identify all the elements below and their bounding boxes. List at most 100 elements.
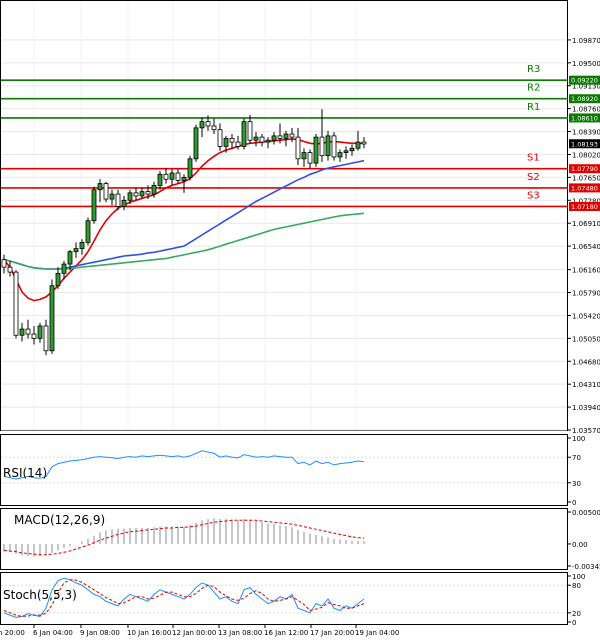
level-name-r1: R1 xyxy=(527,102,540,113)
candle-bull xyxy=(349,147,355,152)
time-label: 9 Jan 08:00 xyxy=(80,629,120,637)
level-name-r3: R3 xyxy=(527,64,540,75)
time-axis: n 20:00 6 Jan 04:00 9 Jan 08:00 10 Jan 16:0… xyxy=(0,625,399,637)
price-tick-label: 1.05050 xyxy=(572,335,600,343)
time-label: 13 Jan 08:00 xyxy=(218,629,262,637)
candle-bear xyxy=(43,325,49,352)
candle-bull xyxy=(265,139,271,143)
candle-bull xyxy=(223,137,229,147)
candle-bull xyxy=(343,150,349,154)
candle-bull xyxy=(193,127,199,160)
level-tag-label-s2: 1.07480 xyxy=(571,184,598,192)
level-name-s3: S3 xyxy=(527,190,540,201)
rsi-axis: 100 70 30 0 xyxy=(568,435,585,507)
time-label: 19 Jan 04:00 xyxy=(355,629,399,637)
candle-bear xyxy=(235,141,241,147)
candle-bear xyxy=(295,136,301,160)
current-price-tag: 1.08193 xyxy=(569,139,600,149)
candle-bull xyxy=(61,263,67,274)
current-price-box xyxy=(569,139,600,149)
level-tag-r1 xyxy=(569,113,600,123)
stoch-main-line xyxy=(3,577,365,618)
pivot-levels: R3 R2 R1 S1 S2 S3 xyxy=(1,64,568,208)
stoch-signal-line xyxy=(3,579,365,618)
rsi-tick-label: 70 xyxy=(572,454,581,462)
price-tick-label: 1.06540 xyxy=(572,243,600,251)
price-tick-label: 1.08760 xyxy=(572,106,600,114)
stoch-tick-label: 80 xyxy=(572,582,581,590)
candle-bull xyxy=(19,328,25,336)
current-price-label: 1.08193 xyxy=(571,140,598,148)
stoch-label: Stoch(5,5,3) xyxy=(3,588,77,602)
candle-bull xyxy=(355,141,361,149)
macd-panel: 0.005006 0.00 -0.003458 MACD(12,26,9) xyxy=(0,508,600,571)
candle-bull xyxy=(187,158,193,178)
candle-bear xyxy=(319,136,325,157)
price-gridlines xyxy=(1,1,567,431)
time-label: 12 Jan 00:00 xyxy=(172,629,216,637)
candle-bull xyxy=(151,185,157,195)
candle-bear xyxy=(217,129,223,147)
candle-bear xyxy=(211,125,217,131)
candle-bull xyxy=(109,193,115,200)
stoch-lines xyxy=(3,577,365,618)
price-tick-label: 1.04310 xyxy=(572,381,600,389)
candle-bull xyxy=(121,199,127,207)
price-panel-frame xyxy=(0,0,568,431)
candle-bear xyxy=(289,133,295,138)
candle-bull xyxy=(91,189,97,222)
candle-bull xyxy=(271,135,277,141)
candle-bull xyxy=(139,191,145,197)
rsi-tick-label: 100 xyxy=(572,435,585,443)
level-name-s1: S1 xyxy=(527,153,540,164)
candle-bear xyxy=(163,173,169,180)
candle-bear xyxy=(259,136,265,143)
candle-bull xyxy=(37,325,43,339)
candle-bull xyxy=(97,183,103,191)
level-name-s2: S2 xyxy=(527,172,540,183)
candle-bull xyxy=(301,152,307,160)
rsi-line xyxy=(3,450,365,480)
candle-bear xyxy=(25,328,31,335)
price-tick-label: 1.09130 xyxy=(572,83,600,91)
price-tick-label: 1.05420 xyxy=(572,312,600,320)
price-tick-label: 1.08020 xyxy=(572,151,600,159)
candle-bull xyxy=(181,176,187,181)
time-label: 16 Jan 12:00 xyxy=(264,629,308,637)
candle-bull xyxy=(325,135,331,157)
price-tick-label: 1.09870 xyxy=(572,37,600,45)
level-tag-label-r2: 1.08920 xyxy=(571,95,598,103)
price-tick-label: 1.04680 xyxy=(572,358,600,366)
rsi-tick-label: 0 xyxy=(572,499,576,507)
candle-bull xyxy=(157,173,163,186)
candle-bull xyxy=(199,121,205,129)
candle-bull xyxy=(85,220,91,243)
candle-bear xyxy=(133,192,139,197)
macd-panel-frame xyxy=(0,508,568,570)
candle-bear xyxy=(145,191,151,195)
candle-bull xyxy=(73,248,79,253)
price-tick-label: 1.05790 xyxy=(572,290,600,298)
level-tag-s3 xyxy=(569,201,600,211)
rsi-label: RSI(14) xyxy=(3,466,47,480)
candle-bull xyxy=(79,241,85,249)
level-tag-s2 xyxy=(569,183,600,193)
price-tick-label: 1.03570 xyxy=(572,427,600,435)
candle-bull xyxy=(169,172,175,180)
time-label: 6 Jan 04:00 xyxy=(33,629,73,637)
candle-bear xyxy=(13,271,19,336)
price-tick-label: 1.07280 xyxy=(572,197,600,205)
rsi-panel-frame xyxy=(0,434,568,506)
candle-bear xyxy=(31,333,37,339)
candle-bull xyxy=(49,285,55,352)
candle-bear xyxy=(205,121,211,127)
price-tick-label: 1.06160 xyxy=(572,267,600,275)
candle-bear xyxy=(7,266,13,273)
time-label: 17 Jan 20:00 xyxy=(310,629,354,637)
level-tag-s1 xyxy=(569,164,600,174)
candle-bull xyxy=(337,152,343,158)
candle-bull xyxy=(67,251,73,265)
stoch-tick-label: 0 xyxy=(572,619,576,627)
